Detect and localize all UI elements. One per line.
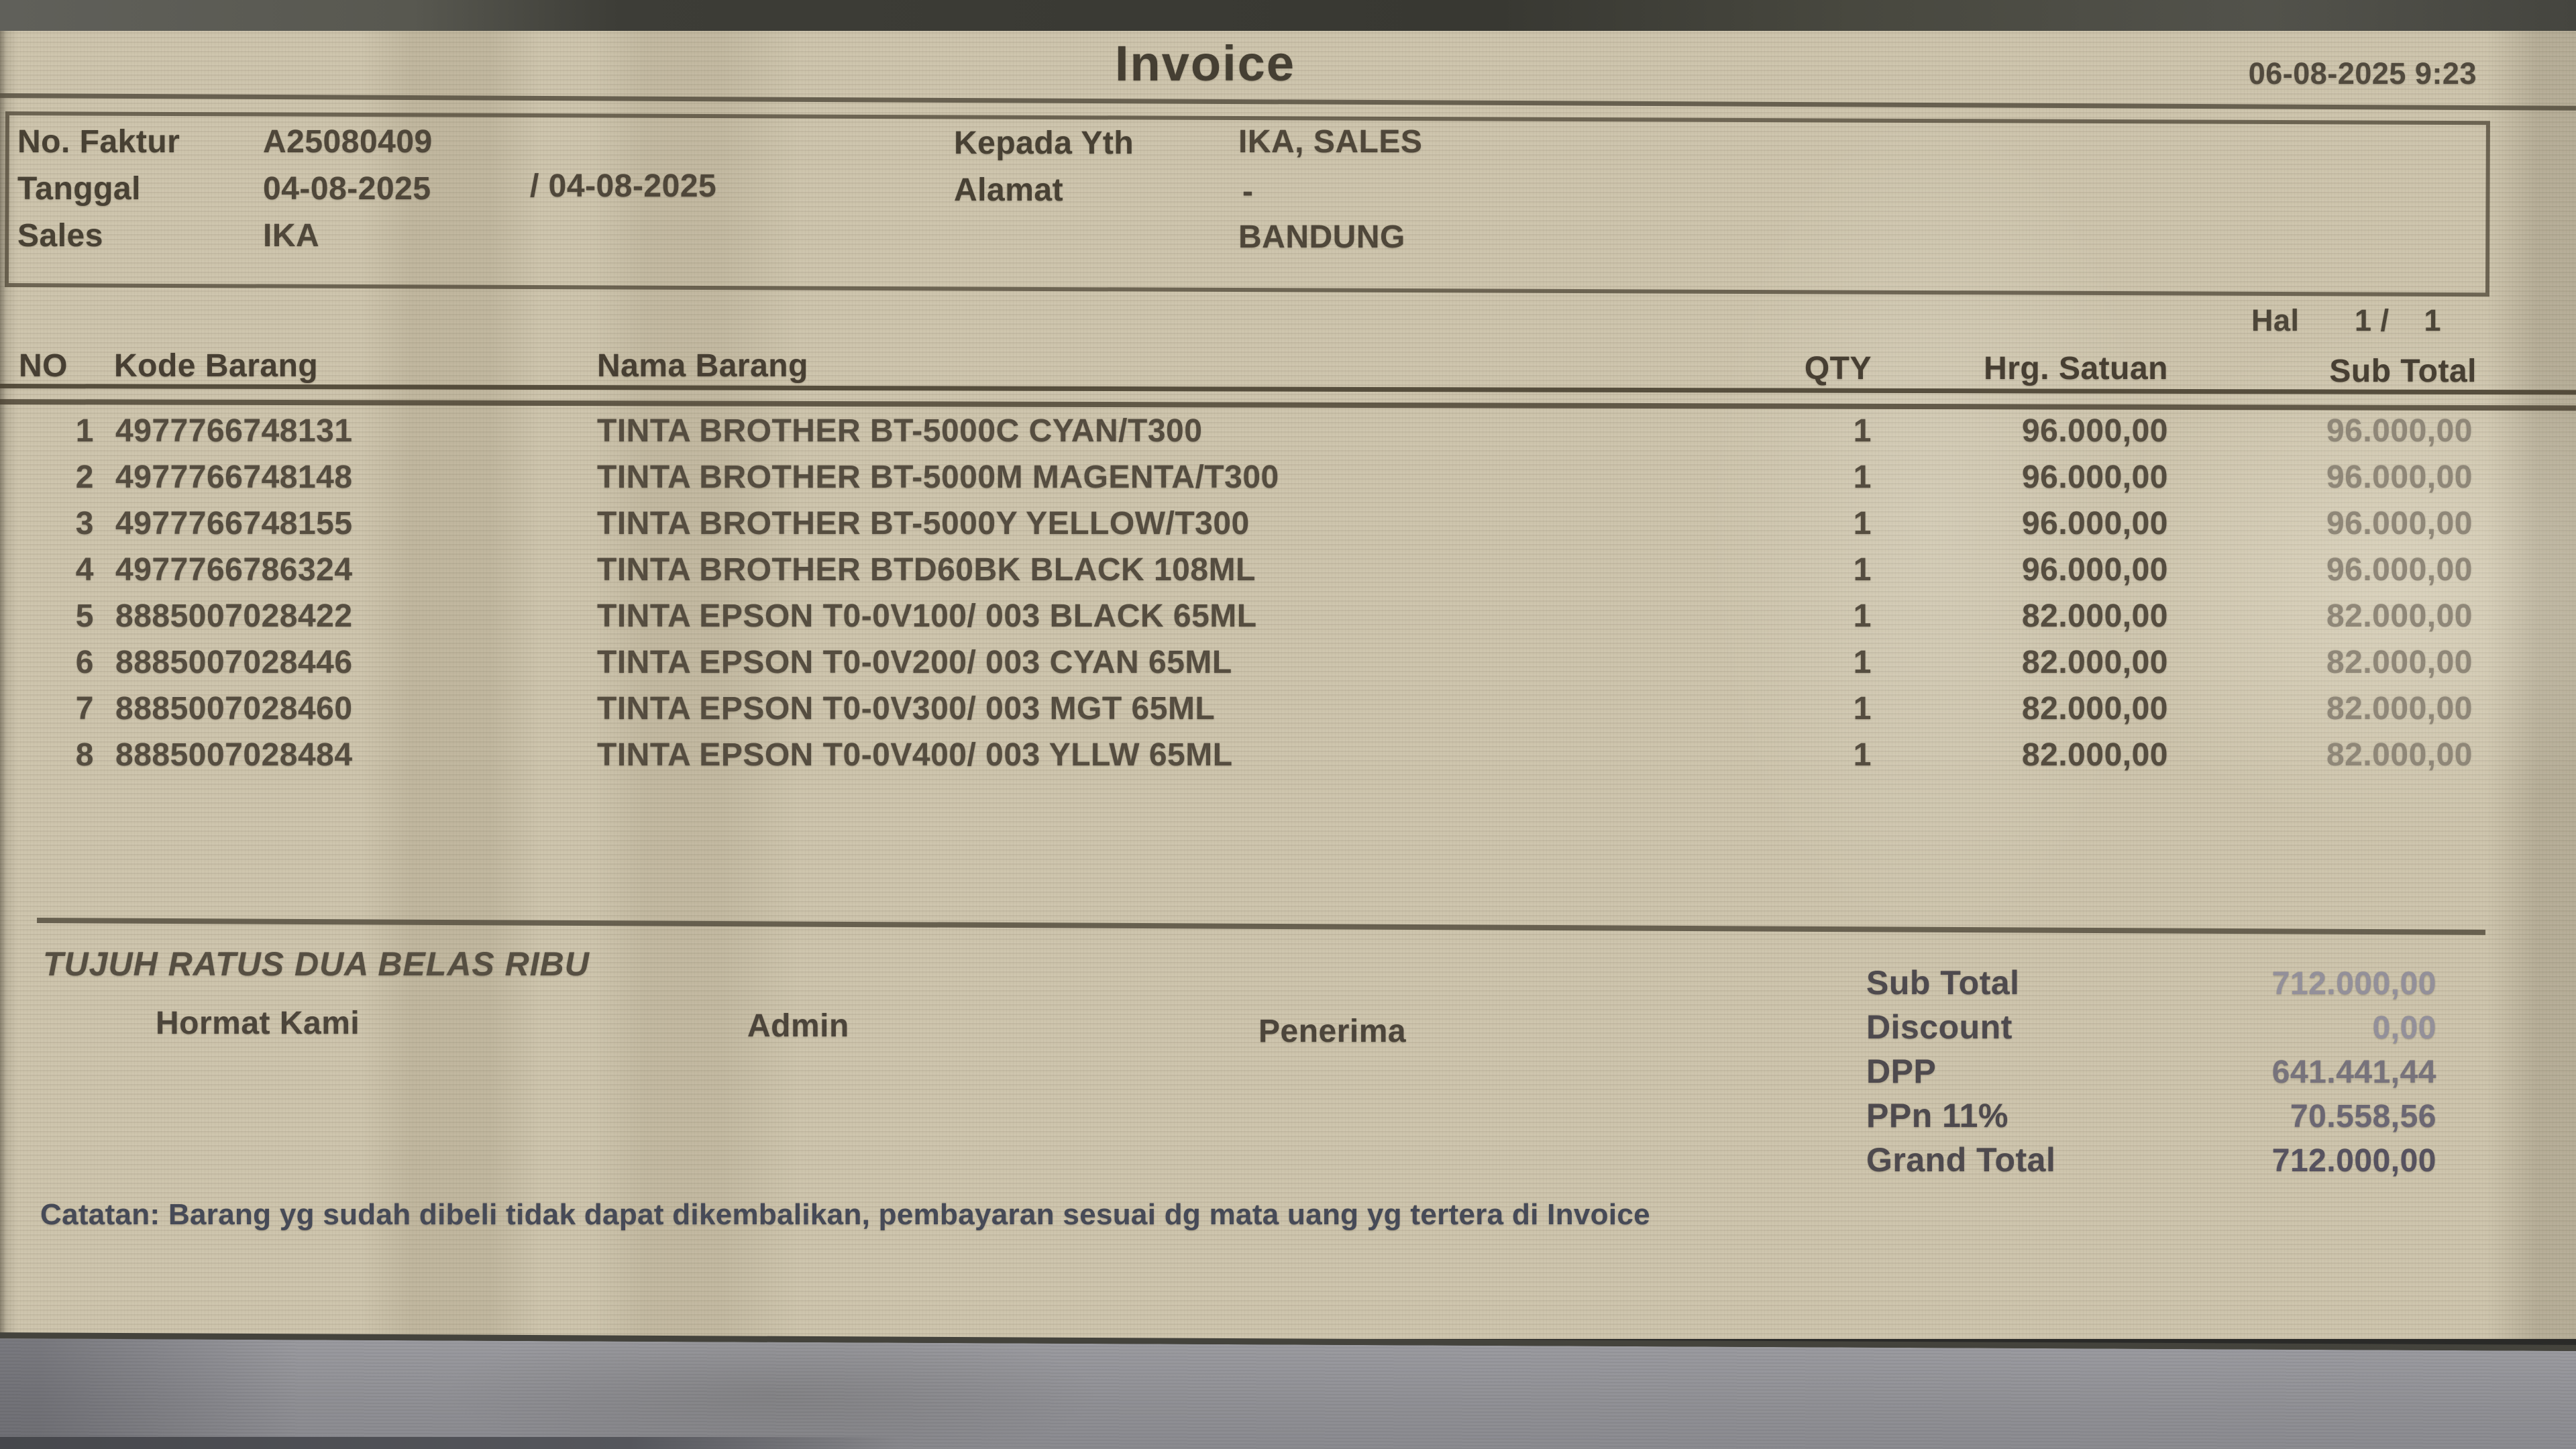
row-qty: 1 bbox=[1853, 552, 1872, 588]
row-subtotal: 82.000,00 bbox=[2326, 737, 2473, 773]
row-nama: TINTA EPSON T0-0V300/ 003 MGT 65ML bbox=[597, 691, 1216, 727]
desk-background bbox=[0, 1332, 2576, 1449]
signature-admin: Admin bbox=[747, 1008, 849, 1044]
row-no: 4 bbox=[75, 552, 94, 588]
row-hrg: 96.000,00 bbox=[2021, 552, 2168, 588]
sales-label: Sales bbox=[17, 218, 103, 254]
col-header-qty: QTY bbox=[1804, 351, 1872, 386]
row-hrg: 96.000,00 bbox=[2021, 506, 2168, 541]
table-row: 6 8885007028446 TINTA EPSON T0-0V200/ 00… bbox=[0, 643, 2576, 682]
no-faktur-value: A25080409 bbox=[263, 124, 433, 160]
row-no: 5 bbox=[75, 598, 94, 634]
alamat-value: - bbox=[1242, 174, 1254, 209]
dpp-label: DPP bbox=[1866, 1053, 1937, 1090]
table-row: 8 8885007028484 TINTA EPSON T0-0V400/ 00… bbox=[0, 736, 2576, 775]
row-subtotal: 96.000,00 bbox=[2326, 552, 2473, 588]
row-no: 2 bbox=[75, 460, 94, 495]
table-row: 2 4977766748148 TINTA BROTHER BT-5000M M… bbox=[0, 458, 2576, 497]
tanggal-due-value: / 04-08-2025 bbox=[530, 168, 717, 204]
page-value: 1 / 1 bbox=[2355, 303, 2442, 337]
row-no: 7 bbox=[75, 691, 94, 727]
col-header-sub: Sub Total bbox=[2329, 354, 2477, 389]
row-hrg: 82.000,00 bbox=[2021, 691, 2168, 727]
table-row: 1 4977766748131 TINTA BROTHER BT-5000C C… bbox=[0, 412, 2576, 451]
row-kode: 8885007028422 bbox=[115, 598, 353, 634]
signature-hormat-kami: Hormat Kami bbox=[156, 1006, 360, 1041]
row-nama: TINTA BROTHER BTD60BK BLACK 108ML bbox=[597, 552, 1256, 588]
row-hrg: 96.000,00 bbox=[2021, 460, 2168, 495]
tanggal-value: 04-08-2025 bbox=[263, 171, 431, 207]
row-kode: 8885007028446 bbox=[115, 645, 353, 680]
col-header-kode: Kode Barang bbox=[114, 348, 319, 384]
row-no: 1 bbox=[75, 413, 94, 449]
row-nama: TINTA EPSON T0-0V100/ 003 BLACK 65ML bbox=[597, 598, 1257, 634]
monitor-top-bezel bbox=[0, 0, 2576, 31]
table-row: 4 4977766786324 TINTA BROTHER BTD60BK BL… bbox=[0, 551, 2576, 590]
row-qty: 1 bbox=[1853, 737, 1872, 773]
row-subtotal: 82.000,00 bbox=[2326, 645, 2473, 680]
tanggal-label: Tanggal bbox=[17, 171, 141, 207]
row-hrg: 82.000,00 bbox=[2021, 598, 2168, 634]
table-row: 5 8885007028422 TINTA EPSON T0-0V100/ 00… bbox=[0, 597, 2576, 636]
subtotal-label: Sub Total bbox=[1866, 964, 2020, 1002]
row-kode: 8885007028460 bbox=[115, 691, 353, 727]
row-qty: 1 bbox=[1853, 413, 1872, 449]
table-row: 3 4977766748155 TINTA BROTHER BT-5000Y Y… bbox=[0, 504, 2576, 543]
ppn-label: PPn 11% bbox=[1866, 1097, 2008, 1134]
invoice-title: Invoice bbox=[1115, 36, 1295, 91]
col-header-hrg: Hrg. Satuan bbox=[1984, 351, 2168, 386]
screen-paper-background bbox=[0, 30, 2576, 1339]
subtotal-value: 712.000,00 bbox=[2271, 966, 2436, 1002]
row-subtotal: 82.000,00 bbox=[2326, 598, 2473, 634]
row-qty: 1 bbox=[1853, 598, 1872, 634]
alamat-label: Alamat bbox=[954, 172, 1064, 208]
signature-penerima: Penerima bbox=[1258, 1014, 1407, 1049]
row-kode: 4977766748155 bbox=[115, 506, 353, 541]
page-label: Hal bbox=[2251, 303, 2300, 337]
row-hrg: 82.000,00 bbox=[2021, 645, 2168, 680]
row-no: 6 bbox=[75, 645, 94, 680]
row-kode: 4977766748131 bbox=[115, 413, 353, 449]
city-value: BANDUNG bbox=[1238, 219, 1405, 255]
row-nama: TINTA BROTHER BT-5000Y YELLOW/T300 bbox=[597, 506, 1250, 541]
discount-label: Discount bbox=[1866, 1008, 2012, 1046]
row-qty: 1 bbox=[1853, 645, 1872, 680]
row-subtotal: 96.000,00 bbox=[2326, 460, 2473, 495]
row-no: 3 bbox=[75, 506, 94, 541]
row-hrg: 96.000,00 bbox=[2021, 413, 2168, 449]
ppn-value: 70.558,56 bbox=[2290, 1099, 2436, 1134]
row-kode: 4977766748148 bbox=[115, 460, 353, 495]
no-faktur-label: No. Faktur bbox=[17, 124, 180, 160]
table-row: 7 8885007028460 TINTA EPSON T0-0V300/ 00… bbox=[0, 690, 2576, 729]
col-header-nama: Nama Barang bbox=[597, 348, 808, 384]
row-kode: 4977766786324 bbox=[115, 552, 353, 588]
grand-total-label: Grand Total bbox=[1866, 1141, 2056, 1179]
row-qty: 1 bbox=[1853, 506, 1872, 541]
row-nama: TINTA BROTHER BT-5000M MAGENTA/T300 bbox=[597, 460, 1279, 495]
row-subtotal: 96.000,00 bbox=[2326, 506, 2473, 541]
kepada-value: IKA, SALES bbox=[1238, 124, 1423, 160]
row-nama: TINTA EPSON T0-0V200/ 003 CYAN 65ML bbox=[597, 645, 1232, 680]
row-qty: 1 bbox=[1853, 691, 1872, 727]
row-kode: 8885007028484 bbox=[115, 737, 353, 773]
row-no: 8 bbox=[75, 737, 94, 773]
row-nama: TINTA EPSON T0-0V400/ 003 YLLW 65ML bbox=[597, 737, 1233, 773]
amount-in-words: TUJUH RATUS DUA BELAS RIBU bbox=[43, 945, 590, 983]
dpp-value: 641.441,44 bbox=[2271, 1055, 2436, 1090]
desk-shadow-strip bbox=[0, 1437, 899, 1449]
kepada-label: Kepada Yth bbox=[954, 125, 1134, 161]
print-datetime: 06-08-2025 9:23 bbox=[2248, 56, 2477, 91]
row-subtotal: 96.000,00 bbox=[2326, 413, 2473, 449]
row-hrg: 82.000,00 bbox=[2021, 737, 2168, 773]
col-header-no: NO bbox=[19, 348, 68, 384]
grand-total-value: 712.000,00 bbox=[2271, 1143, 2436, 1179]
row-qty: 1 bbox=[1853, 460, 1872, 495]
row-nama: TINTA BROTHER BT-5000C CYAN/T300 bbox=[597, 413, 1203, 449]
row-subtotal: 82.000,00 bbox=[2326, 691, 2473, 727]
discount-value: 0,00 bbox=[2372, 1010, 2436, 1046]
footer-note: Catatan: Barang yg sudah dibeli tidak da… bbox=[40, 1198, 1650, 1231]
sales-value: IKA bbox=[263, 218, 320, 254]
